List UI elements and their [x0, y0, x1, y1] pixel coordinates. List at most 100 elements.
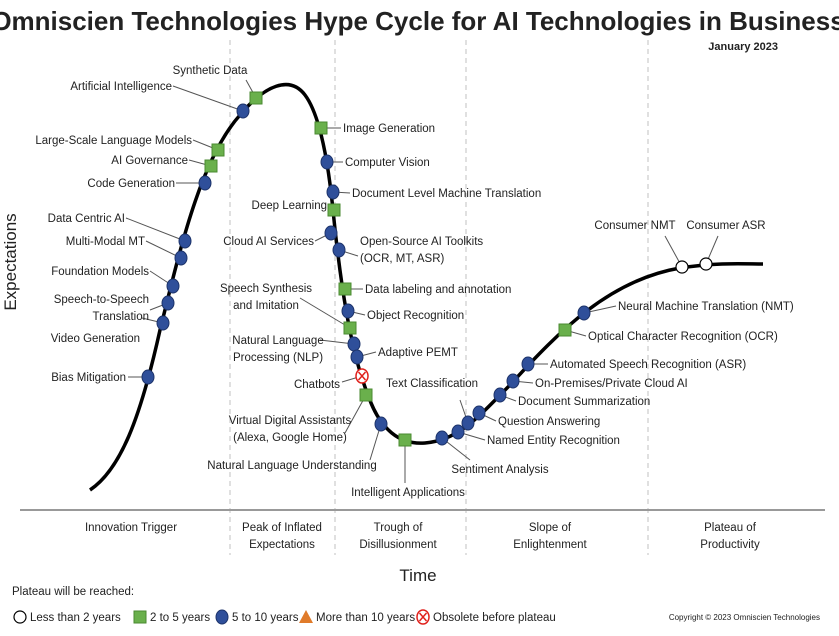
phase-label: Productivity	[700, 539, 760, 551]
technology-label: Sentiment Analysis	[451, 464, 548, 476]
technology-marker	[506, 373, 520, 389]
technology-marker	[326, 184, 340, 200]
legend-circle-white-icon	[13, 610, 27, 624]
technology-label: Chatbots	[294, 379, 340, 391]
legend-item: Obsolete before plateau	[416, 609, 556, 625]
technology-item: Natural Language Understanding	[207, 416, 388, 472]
technology-item: Object Recognition	[341, 303, 464, 322]
technology-item: Document Summarization	[493, 387, 650, 408]
technology-marker	[320, 154, 334, 170]
technology-marker	[178, 233, 192, 249]
technology-item: Computer Vision	[320, 154, 430, 170]
legend: Plateau will be reached: Less than 2 yea…	[12, 586, 556, 625]
x-axis-label: Time	[399, 566, 436, 585]
technology-marker	[347, 336, 361, 352]
legend-item: More than 10 years	[299, 610, 415, 624]
legend-item: 5 to 10 years	[215, 609, 299, 625]
technology-label: Consumer ASR	[686, 220, 765, 232]
technology-item: Adaptive PEMT	[350, 347, 458, 365]
leader-line	[172, 85, 244, 112]
technology-label: Question Answering	[498, 416, 600, 428]
leader-line	[299, 297, 351, 329]
technology-label: Automated Speech Recognition (ASR)	[550, 359, 746, 371]
technology-item: Consumer NMT	[594, 220, 689, 274]
technology-label: On-Premises/Private Cloud AI	[535, 378, 688, 390]
technology-label: Document Summarization	[518, 396, 650, 408]
technology-item: Data Centric AI	[48, 213, 192, 249]
legend-label: 2 to 5 years	[150, 612, 210, 624]
technology-item: Open-Source AI Toolkits (OCR, MT, ASR)	[332, 236, 483, 265]
technology-label: Synthetic Data	[173, 65, 248, 77]
technology-item: Multi-Modal MT	[66, 236, 188, 266]
technology-marker	[166, 278, 180, 294]
technology-item: Video Generation	[51, 315, 170, 345]
technology-item: Synthetic Data	[173, 65, 263, 105]
technology-label: Code Generation	[87, 178, 175, 190]
technology-label: (Alexa, Google Home)	[233, 432, 347, 444]
legend-item: Less than 2 years	[13, 610, 121, 624]
technology-marker	[198, 175, 212, 191]
technology-markers: Bias Mitigation Video Generation Speech-to…	[35, 65, 794, 499]
technology-item: Artificial Intelligence	[70, 81, 250, 119]
date-label: January 2023	[708, 41, 778, 53]
technology-marker	[204, 159, 218, 173]
technology-label: Named Entity Recognition	[487, 435, 620, 447]
technology-item: Question Answering	[472, 405, 600, 428]
technology-label: Object Recognition	[367, 310, 464, 322]
technology-item: Optical Character Recognition (OCR)	[558, 323, 778, 343]
technology-item: On-Premises/Private Cloud AI	[506, 373, 688, 390]
technology-marker	[699, 257, 713, 271]
technology-label: Natural Language Understanding	[207, 460, 376, 472]
technology-label: Neural Machine Translation (NMT)	[618, 301, 794, 313]
legend-circle-blue-icon	[215, 609, 229, 625]
legend-item: 2 to 5 years	[133, 610, 210, 624]
legend-label: Less than 2 years	[30, 612, 121, 624]
technology-item: Sentiment Analysis	[435, 430, 549, 476]
technology-item: Data labeling and annotation	[338, 282, 511, 296]
leader-line	[125, 217, 186, 242]
phase-label: Trough of	[374, 522, 424, 534]
technology-marker	[236, 103, 250, 119]
technology-label: Deep Learning	[252, 200, 327, 212]
phase-label: Enlightenment	[513, 539, 587, 551]
technology-label: Intelligent Applications	[351, 487, 465, 499]
technology-marker	[161, 295, 175, 311]
legend-triangle-orange-icon	[299, 610, 313, 623]
technology-label: Virtual Digital Assistants	[229, 415, 352, 427]
technology-label: Bias Mitigation	[51, 372, 126, 384]
legend-label: Obsolete before plateau	[433, 612, 556, 624]
technology-item: Named Entity Recognition	[451, 424, 620, 447]
technology-item: Image Generation	[314, 121, 435, 135]
legend-title: Plateau will be reached:	[12, 586, 134, 598]
legend-square-green-icon	[133, 610, 147, 624]
phase-label: Peak of Inflated	[242, 522, 322, 534]
technology-item: Speech-to-Speech Translation	[54, 294, 175, 323]
technology-marker	[211, 143, 225, 157]
technology-item: Speech Synthesis and Imitation	[220, 283, 357, 335]
technology-marker	[675, 260, 689, 274]
technology-item: Automated Speech Recognition (ASR)	[521, 356, 746, 372]
phase-dividers	[229, 40, 649, 555]
technology-marker	[343, 321, 357, 335]
phase-label: Expectations	[249, 539, 315, 551]
technology-marker	[493, 387, 507, 403]
technology-marker	[521, 356, 535, 372]
technology-item: Intelligent Applications	[351, 433, 465, 499]
technology-marker	[338, 282, 352, 296]
technology-marker	[314, 121, 328, 135]
technology-item: Code Generation	[87, 175, 212, 191]
technology-label: Image Generation	[343, 123, 435, 135]
technology-marker	[350, 349, 364, 365]
phase-label: Slope of	[529, 522, 572, 534]
technology-marker	[577, 305, 591, 321]
technology-label: Text Classification	[386, 378, 478, 390]
copyright: Copyright © 2023 Omniscien Technologies	[669, 613, 820, 622]
technology-label: and Imitation	[233, 300, 299, 312]
technology-item: Chatbots	[294, 368, 369, 391]
phase-label: Innovation Trigger	[85, 522, 177, 534]
technology-marker	[332, 242, 346, 258]
technology-label: Speech Synthesis	[220, 283, 312, 295]
technology-label: Cloud AI Services	[223, 236, 314, 248]
technology-label: Computer Vision	[345, 157, 430, 169]
